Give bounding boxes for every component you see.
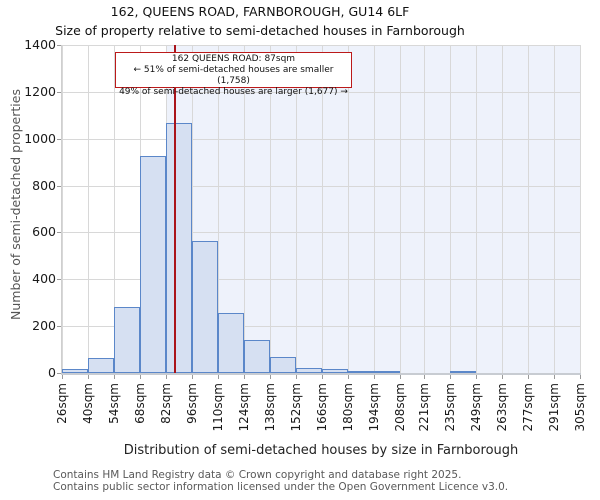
y-tick-label: 1200 <box>24 83 56 99</box>
x-tick-mark <box>580 375 581 379</box>
x-gridline <box>374 45 375 373</box>
annotation-larger-stat: 49% of semi-detached houses are larger (… <box>119 87 348 97</box>
x-tick-mark <box>554 375 555 379</box>
x-gridline <box>218 45 219 373</box>
x-gridline <box>322 45 323 373</box>
y-tick-mark <box>57 139 61 140</box>
x-tick-mark <box>322 375 323 379</box>
x-gridline <box>348 45 349 373</box>
x-tick-mark <box>400 375 401 379</box>
x-gridline <box>450 45 451 373</box>
x-tick-mark <box>166 375 167 379</box>
x-tick-mark <box>502 375 503 379</box>
x-tick-mark <box>450 375 451 379</box>
plot-area <box>62 45 581 374</box>
histogram-bar <box>295 368 322 373</box>
y-tick-label: 200 <box>32 318 56 334</box>
y-gridline <box>62 186 580 187</box>
x-gridline <box>424 45 425 373</box>
x-tick-mark <box>244 375 245 379</box>
y-gridline <box>62 92 580 93</box>
y-gridline <box>62 279 580 280</box>
histogram-bar <box>113 307 140 373</box>
x-tick-mark <box>88 375 89 379</box>
y-tick-mark <box>57 92 61 93</box>
y-axis-line <box>61 45 62 373</box>
x-gridline <box>114 45 115 373</box>
x-gridline <box>400 45 401 373</box>
footer-line1: Contains HM Land Registry data © Crown c… <box>53 469 462 481</box>
x-gridline <box>88 45 89 373</box>
annotation-property-label: 162 QUEENS ROAD: 87sqm <box>171 54 296 64</box>
histogram-bar <box>347 371 374 373</box>
x-tick-mark <box>424 375 425 379</box>
x-axis-title: Distribution of semi-detached houses by … <box>123 443 519 458</box>
y-tick-label: 800 <box>32 177 56 193</box>
x-gridline <box>580 45 581 373</box>
x-gridline <box>296 45 297 373</box>
x-gridline <box>476 45 477 373</box>
x-tick-mark <box>140 375 141 379</box>
x-gridline <box>554 45 555 373</box>
x-gridline <box>244 45 245 373</box>
histogram-bar <box>191 240 218 373</box>
annotation-smaller-stat: ← 51% of semi-detached houses are smalle… <box>133 65 334 86</box>
histogram-bar <box>373 371 400 373</box>
x-tick-mark <box>192 375 193 379</box>
y-tick-label: 600 <box>32 224 56 240</box>
y-tick-mark <box>57 279 61 280</box>
y-tick-label: 1000 <box>24 130 56 146</box>
histogram-bar <box>450 371 477 373</box>
histogram-bar <box>139 156 166 373</box>
y-tick-mark <box>57 326 61 327</box>
x-tick-mark <box>348 375 349 379</box>
chart-title: 162, QUEENS ROAD, FARNBOROUGH, GU14 6LF <box>110 4 410 19</box>
y-tick-mark <box>57 373 61 374</box>
histogram-bar <box>87 357 114 373</box>
footer-line2: Contains public sector information licen… <box>53 480 509 493</box>
histogram-bar <box>217 312 244 373</box>
y-gridline <box>62 139 580 140</box>
histogram-bar <box>62 369 88 373</box>
annotation-box: 162 QUEENS ROAD: 87sqm ← 51% of semi-det… <box>115 52 352 97</box>
y-tick-label: 0 <box>48 365 56 380</box>
x-tick-mark <box>218 375 219 379</box>
x-gridline <box>62 45 63 373</box>
y-tick-mark <box>57 232 61 233</box>
histogram-bar <box>269 357 296 373</box>
histogram-bar <box>165 123 192 373</box>
x-tick-mark <box>296 375 297 379</box>
y-gridline <box>62 232 580 233</box>
histogram-bar <box>243 340 270 373</box>
x-tick-mark <box>114 375 115 379</box>
property-size-marker-line <box>174 45 177 373</box>
y-tick-label: 1400 <box>24 37 56 52</box>
x-tick-mark <box>270 375 271 379</box>
y-tick-label: 400 <box>32 271 56 287</box>
x-gridline <box>270 45 271 373</box>
x-tick-mark <box>476 375 477 379</box>
x-tick-mark <box>62 375 63 379</box>
y-tick-mark <box>57 186 61 187</box>
y-gridline <box>62 45 580 46</box>
x-tick-mark <box>374 375 375 379</box>
x-axis-line <box>61 373 581 375</box>
footer-credits: Contains HM Land Registry data © Crown c… <box>53 469 509 493</box>
y-gridline <box>62 326 580 327</box>
x-gridline <box>192 45 193 373</box>
y-tick-mark <box>57 45 61 46</box>
x-gridline <box>502 45 503 373</box>
chart-subtitle: Size of property relative to semi-detach… <box>55 23 465 38</box>
x-tick-mark <box>528 375 529 379</box>
x-gridline <box>528 45 529 373</box>
title-block: 162, QUEENS ROAD, FARNBOROUGH, GU14 6LF … <box>0 2 520 40</box>
histogram-bar <box>321 369 348 373</box>
